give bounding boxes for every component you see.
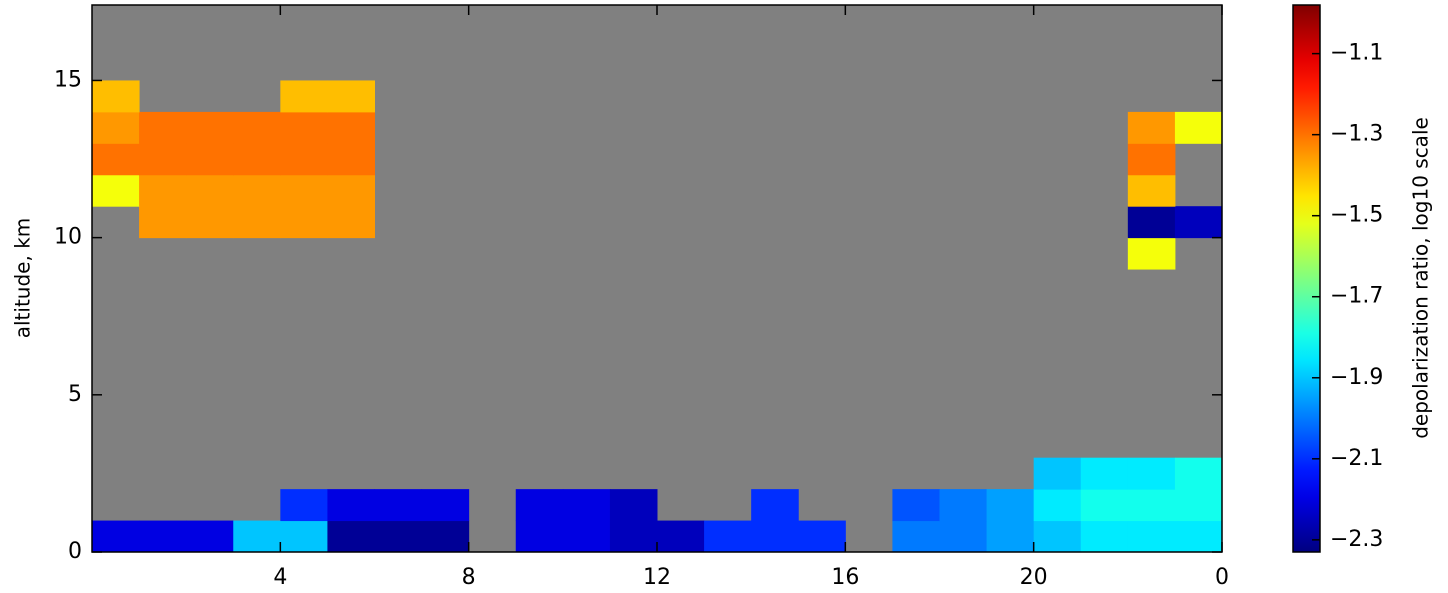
heatmap-cell (1127, 206, 1176, 239)
heatmap-cell (939, 489, 988, 522)
heatmap-cell (1127, 174, 1176, 207)
y-axis-label: altitude, km (11, 218, 35, 339)
heatmap-cell (280, 80, 328, 113)
y-tick-label: 5 (68, 382, 82, 407)
heatmap-cell (280, 111, 328, 144)
heatmap-cell (421, 520, 470, 553)
heatmap-cell (233, 520, 281, 553)
heatmap-cell (1080, 457, 1129, 490)
heatmap-cell (92, 520, 140, 553)
heatmap-cell (327, 143, 375, 176)
heatmap-cell (374, 520, 423, 553)
colorbar-tick-label: −2.3 (1330, 527, 1383, 552)
heatmap-cell (1127, 489, 1176, 522)
heatmap-cell (1174, 520, 1223, 553)
y-tick-label: 15 (54, 67, 82, 92)
heatmap-cell (421, 489, 470, 522)
heatmap-cell (233, 143, 281, 176)
heatmap-cell (92, 80, 140, 113)
heatmap-cell (1127, 457, 1176, 490)
x-tick-label: 20 (1020, 565, 1048, 590)
heatmap-cell (609, 489, 658, 522)
heatmap-cell (1174, 111, 1223, 144)
heatmap-cell (1174, 489, 1223, 522)
heatmap-cell (139, 206, 187, 239)
heatmap-cell (374, 489, 423, 522)
heatmap-cell (139, 111, 187, 144)
heatmap-cell (657, 520, 705, 553)
heatmap-cell (1127, 143, 1176, 176)
heatmap-cell (1033, 520, 1082, 553)
heatmap-cell (280, 143, 328, 176)
heatmap-cell (186, 520, 234, 553)
heatmap-cell (562, 520, 611, 553)
heatmap-cell (751, 520, 799, 553)
colorbar-tick-label: −1.7 (1330, 284, 1383, 309)
heatmap-cell (92, 143, 140, 176)
heatmap-cell (1127, 520, 1176, 553)
heatmap-cell (1174, 457, 1223, 490)
heatmap-cell (280, 520, 328, 553)
heatmap-cell (1174, 206, 1223, 239)
heatmap-cell (751, 489, 799, 522)
heatmap-cell (798, 520, 846, 553)
colorbar-tick-label: −1.3 (1330, 122, 1383, 147)
x-tick-label: 0 (1215, 565, 1229, 590)
heatmap-cell (327, 80, 375, 113)
heatmap-cell (1127, 111, 1176, 144)
heatmap-cell (327, 206, 375, 239)
colorbar-tick-label: −1.1 (1330, 41, 1383, 66)
colorbar-tick-label: −1.5 (1330, 203, 1383, 228)
heatmap-cell (609, 520, 658, 553)
heatmap-cell (562, 489, 611, 522)
heatmap-cell (280, 174, 328, 207)
colorbar-label: depolarization ratio, log10 scale (1409, 117, 1433, 439)
colorbar-tick-label: −2.1 (1330, 446, 1383, 471)
heatmap-cell (233, 206, 281, 239)
heatmap-cell (892, 520, 940, 553)
x-tick-label: 12 (643, 565, 671, 590)
colorbar-tick-label: −1.9 (1330, 365, 1383, 390)
heatmap-cell (892, 489, 940, 522)
heatmap-cell (986, 489, 1035, 522)
heatmap-cell (186, 111, 234, 144)
heatmap-cell (1033, 457, 1082, 490)
colorbar (1292, 4, 1321, 553)
heatmap-cell (515, 489, 564, 522)
heatmap-cell (1080, 489, 1129, 522)
heatmap-cell (327, 520, 375, 553)
heatmap-cell (139, 174, 187, 207)
heatmap-cell (704, 520, 752, 553)
heatmap-cell (515, 520, 564, 553)
heatmap-cell (280, 489, 328, 522)
heatmap-cell (186, 206, 234, 239)
x-tick-label: 4 (273, 565, 287, 590)
heatmap-cell (1127, 237, 1176, 270)
heatmap-cell (233, 174, 281, 207)
heatmap-cell (233, 111, 281, 144)
heatmap-cell (1033, 489, 1082, 522)
heatmap-cell (92, 111, 140, 144)
heatmap-cell (1080, 520, 1129, 553)
heatmap-cell (139, 520, 187, 553)
y-tick-label: 0 (68, 539, 82, 564)
heatmap-cell (186, 174, 234, 207)
x-tick-label: 8 (462, 565, 476, 590)
heatmap-cell (139, 143, 187, 176)
y-tick-label: 10 (54, 225, 82, 250)
heatmap-cell (327, 111, 375, 144)
heatmap-cell (92, 174, 140, 207)
heatmap-cell (327, 174, 375, 207)
heatmap-cell (939, 520, 988, 553)
heatmap-cell (327, 489, 375, 522)
heatmap-cell (280, 206, 328, 239)
heatmap-cell (186, 143, 234, 176)
heatmap-cell (986, 520, 1035, 553)
x-tick-label: 16 (831, 565, 859, 590)
